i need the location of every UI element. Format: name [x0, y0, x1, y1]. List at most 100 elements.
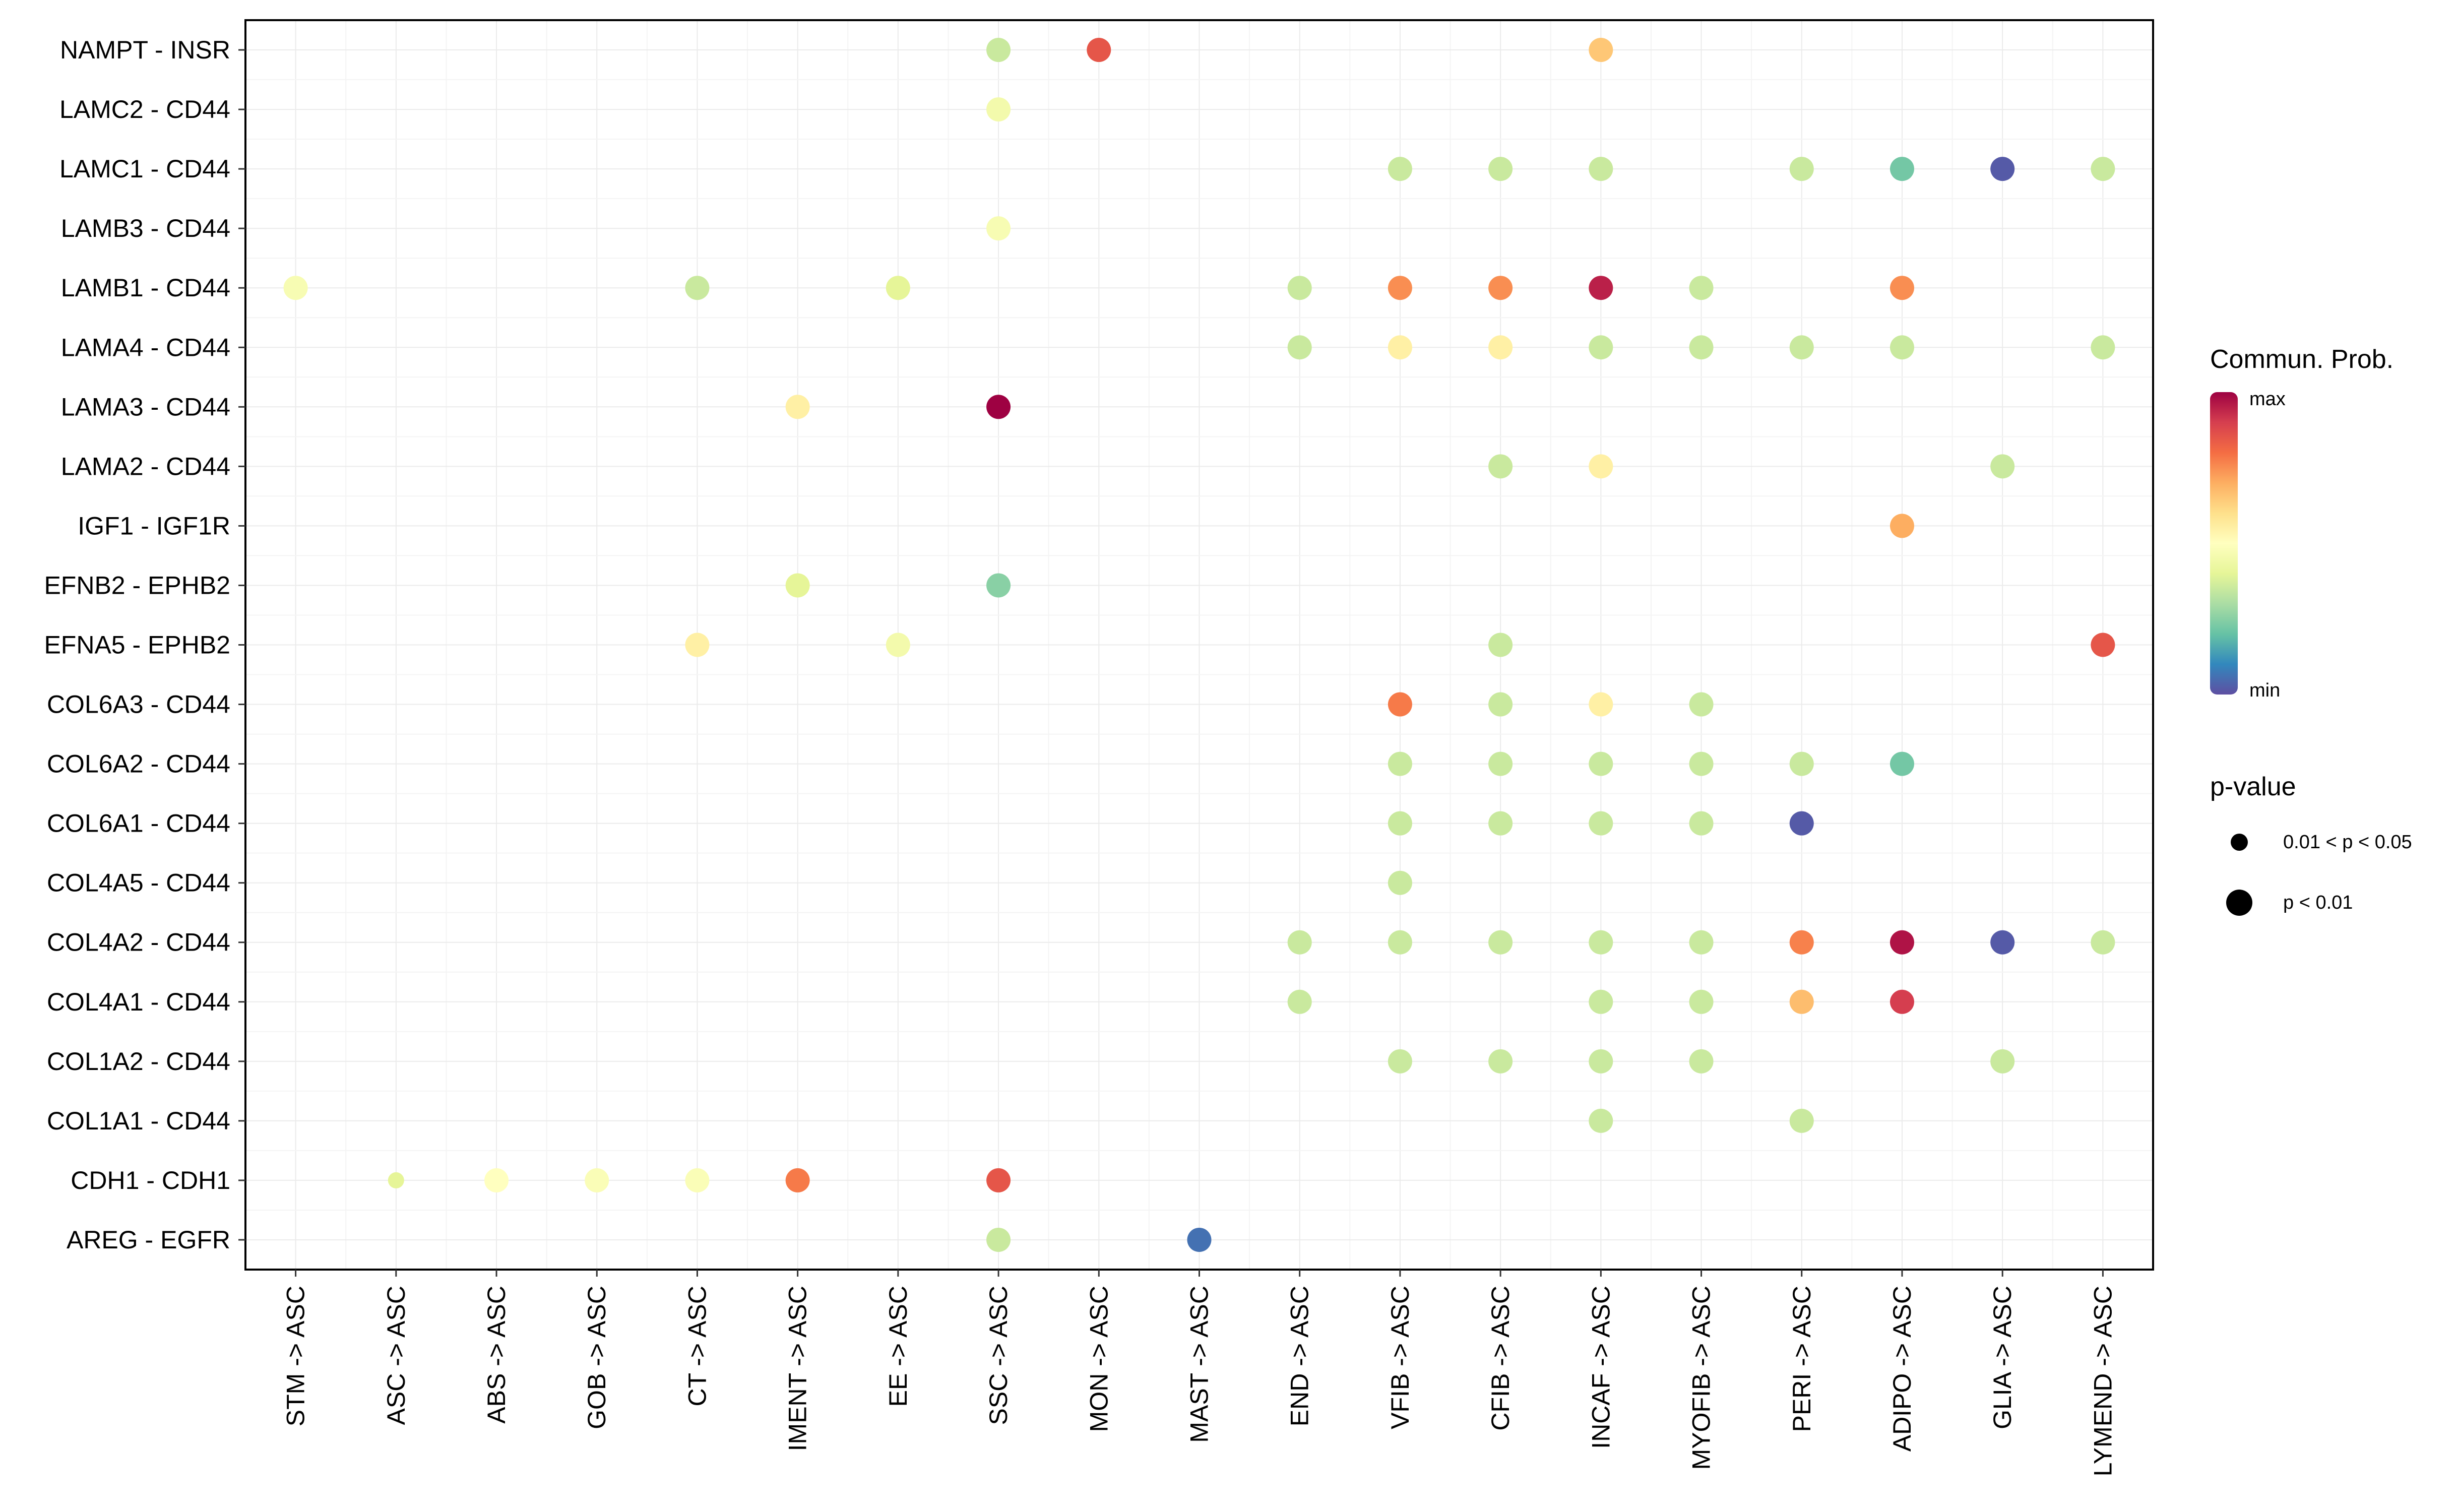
data-point [1488, 692, 1513, 717]
y-tick-label: COL1A1 - CD44 [47, 1107, 230, 1135]
data-point [1689, 811, 1714, 836]
data-point [1589, 811, 1613, 836]
y-tick-label: IGF1 - IGF1R [78, 512, 230, 540]
data-point [1589, 692, 1613, 717]
data-point [1689, 751, 1714, 776]
data-point [2091, 157, 2115, 181]
data-point [1388, 811, 1412, 836]
y-tick-label: LAMC1 - CD44 [59, 155, 230, 183]
y-tick-label: LAMB1 - CD44 [61, 274, 230, 302]
data-point [886, 633, 910, 657]
data-point [1388, 276, 1412, 300]
data-point [1789, 811, 1814, 836]
x-tick-label: MON -> ASC [1085, 1286, 1113, 1432]
x-tick-label: VFIB -> ASC [1386, 1286, 1414, 1429]
x-tick-label: MYOFIB -> ASC [1687, 1286, 1716, 1470]
data-point [1287, 335, 1312, 360]
data-point [986, 573, 1011, 598]
data-point [1388, 1049, 1412, 1074]
legend: Commun. Prob. max min p-value 0.01 < p <… [2210, 345, 2412, 916]
legend-color-title: Commun. Prob. [2210, 345, 2393, 374]
data-point [1589, 157, 1613, 181]
data-point [1488, 276, 1513, 300]
legend-size-dot-small [2231, 834, 2248, 851]
legend-size-dot-large [2226, 890, 2252, 916]
data-point [1388, 930, 1412, 955]
data-point [1488, 930, 1513, 955]
data-point [1789, 751, 1814, 776]
y-tick-label: COL4A1 - CD44 [47, 988, 230, 1016]
y-tick-label: LAMA2 - CD44 [61, 452, 230, 480]
y-tick-label: COL6A1 - CD44 [47, 809, 230, 838]
y-tick-label: EFNA5 - EPHB2 [44, 631, 230, 659]
data-point [1589, 335, 1613, 360]
x-tick-label: END -> ASC [1286, 1286, 1314, 1426]
data-point [1388, 751, 1412, 776]
colorbar [2210, 392, 2238, 695]
data-point [1589, 454, 1613, 479]
x-tick-label: GLIA -> ASC [1988, 1286, 2017, 1429]
data-point [1889, 514, 1914, 538]
y-tick-label: COL6A3 - CD44 [47, 690, 230, 719]
y-tick-label: LAMA4 - CD44 [61, 333, 230, 361]
data-point [986, 395, 1011, 419]
data-point [1488, 335, 1513, 360]
y-tick-label: EFNB2 - EPHB2 [44, 571, 230, 599]
data-point [1488, 454, 1513, 479]
data-point [1689, 989, 1714, 1014]
y-tick-label: AREG - EGFR [67, 1226, 230, 1254]
data-point [685, 276, 710, 300]
data-point [1488, 811, 1513, 836]
data-point [484, 1168, 509, 1192]
data-point [1789, 1108, 1814, 1133]
data-point [785, 1168, 810, 1192]
data-point [1990, 157, 2015, 181]
data-point [685, 1168, 710, 1192]
data-point [785, 573, 810, 598]
data-point [986, 216, 1011, 241]
data-point [388, 1172, 404, 1188]
data-point [1388, 870, 1412, 895]
x-tick-label: MAST -> ASC [1185, 1286, 1214, 1443]
y-axis: AREG - EGFR CDH1 - CDH1 COL1A1 - CD44 COL1A… [44, 36, 245, 1254]
data-point [1087, 38, 1111, 62]
y-tick-label: NAMPT - INSR [60, 36, 230, 64]
x-tick-label: IMENT -> ASC [784, 1286, 812, 1451]
legend-size-label-small: 0.01 < p < 0.05 [2283, 832, 2412, 853]
data-point [1589, 1049, 1613, 1074]
data-point [785, 395, 810, 419]
x-tick-label: CFIB -> ASC [1486, 1286, 1515, 1431]
data-point [1889, 157, 1914, 181]
data-point [1589, 38, 1613, 62]
legend-size-title: p-value [2210, 772, 2296, 801]
data-point [1689, 692, 1714, 717]
data-point [1990, 454, 2015, 479]
data-point [1589, 989, 1613, 1014]
data-point [1287, 989, 1312, 1014]
data-point [685, 633, 710, 657]
y-tick-label: COL4A5 - CD44 [47, 869, 230, 897]
data-point [986, 97, 1011, 122]
x-tick-label: GOB -> ASC [583, 1286, 611, 1429]
x-tick-label: EE -> ASC [884, 1286, 912, 1407]
y-tick-label: COL1A2 - CD44 [47, 1047, 230, 1076]
data-point [1488, 751, 1513, 776]
y-tick-label: LAMB3 - CD44 [61, 214, 230, 242]
x-tick-label: ADIPO -> ASC [1888, 1286, 1916, 1452]
data-points [283, 38, 2115, 1252]
x-tick-label: SSC -> ASC [984, 1286, 1013, 1425]
data-point [283, 276, 308, 300]
x-tick-label: ASC -> ASC [382, 1286, 410, 1425]
data-point [1488, 633, 1513, 657]
data-point [1388, 692, 1412, 717]
data-point [1388, 157, 1412, 181]
data-point [1689, 276, 1714, 300]
legend-min-label: min [2249, 680, 2280, 701]
data-point [1889, 989, 1914, 1014]
data-point [986, 38, 1011, 62]
data-point [1488, 157, 1513, 181]
data-point [2091, 930, 2115, 955]
data-point [1689, 335, 1714, 360]
